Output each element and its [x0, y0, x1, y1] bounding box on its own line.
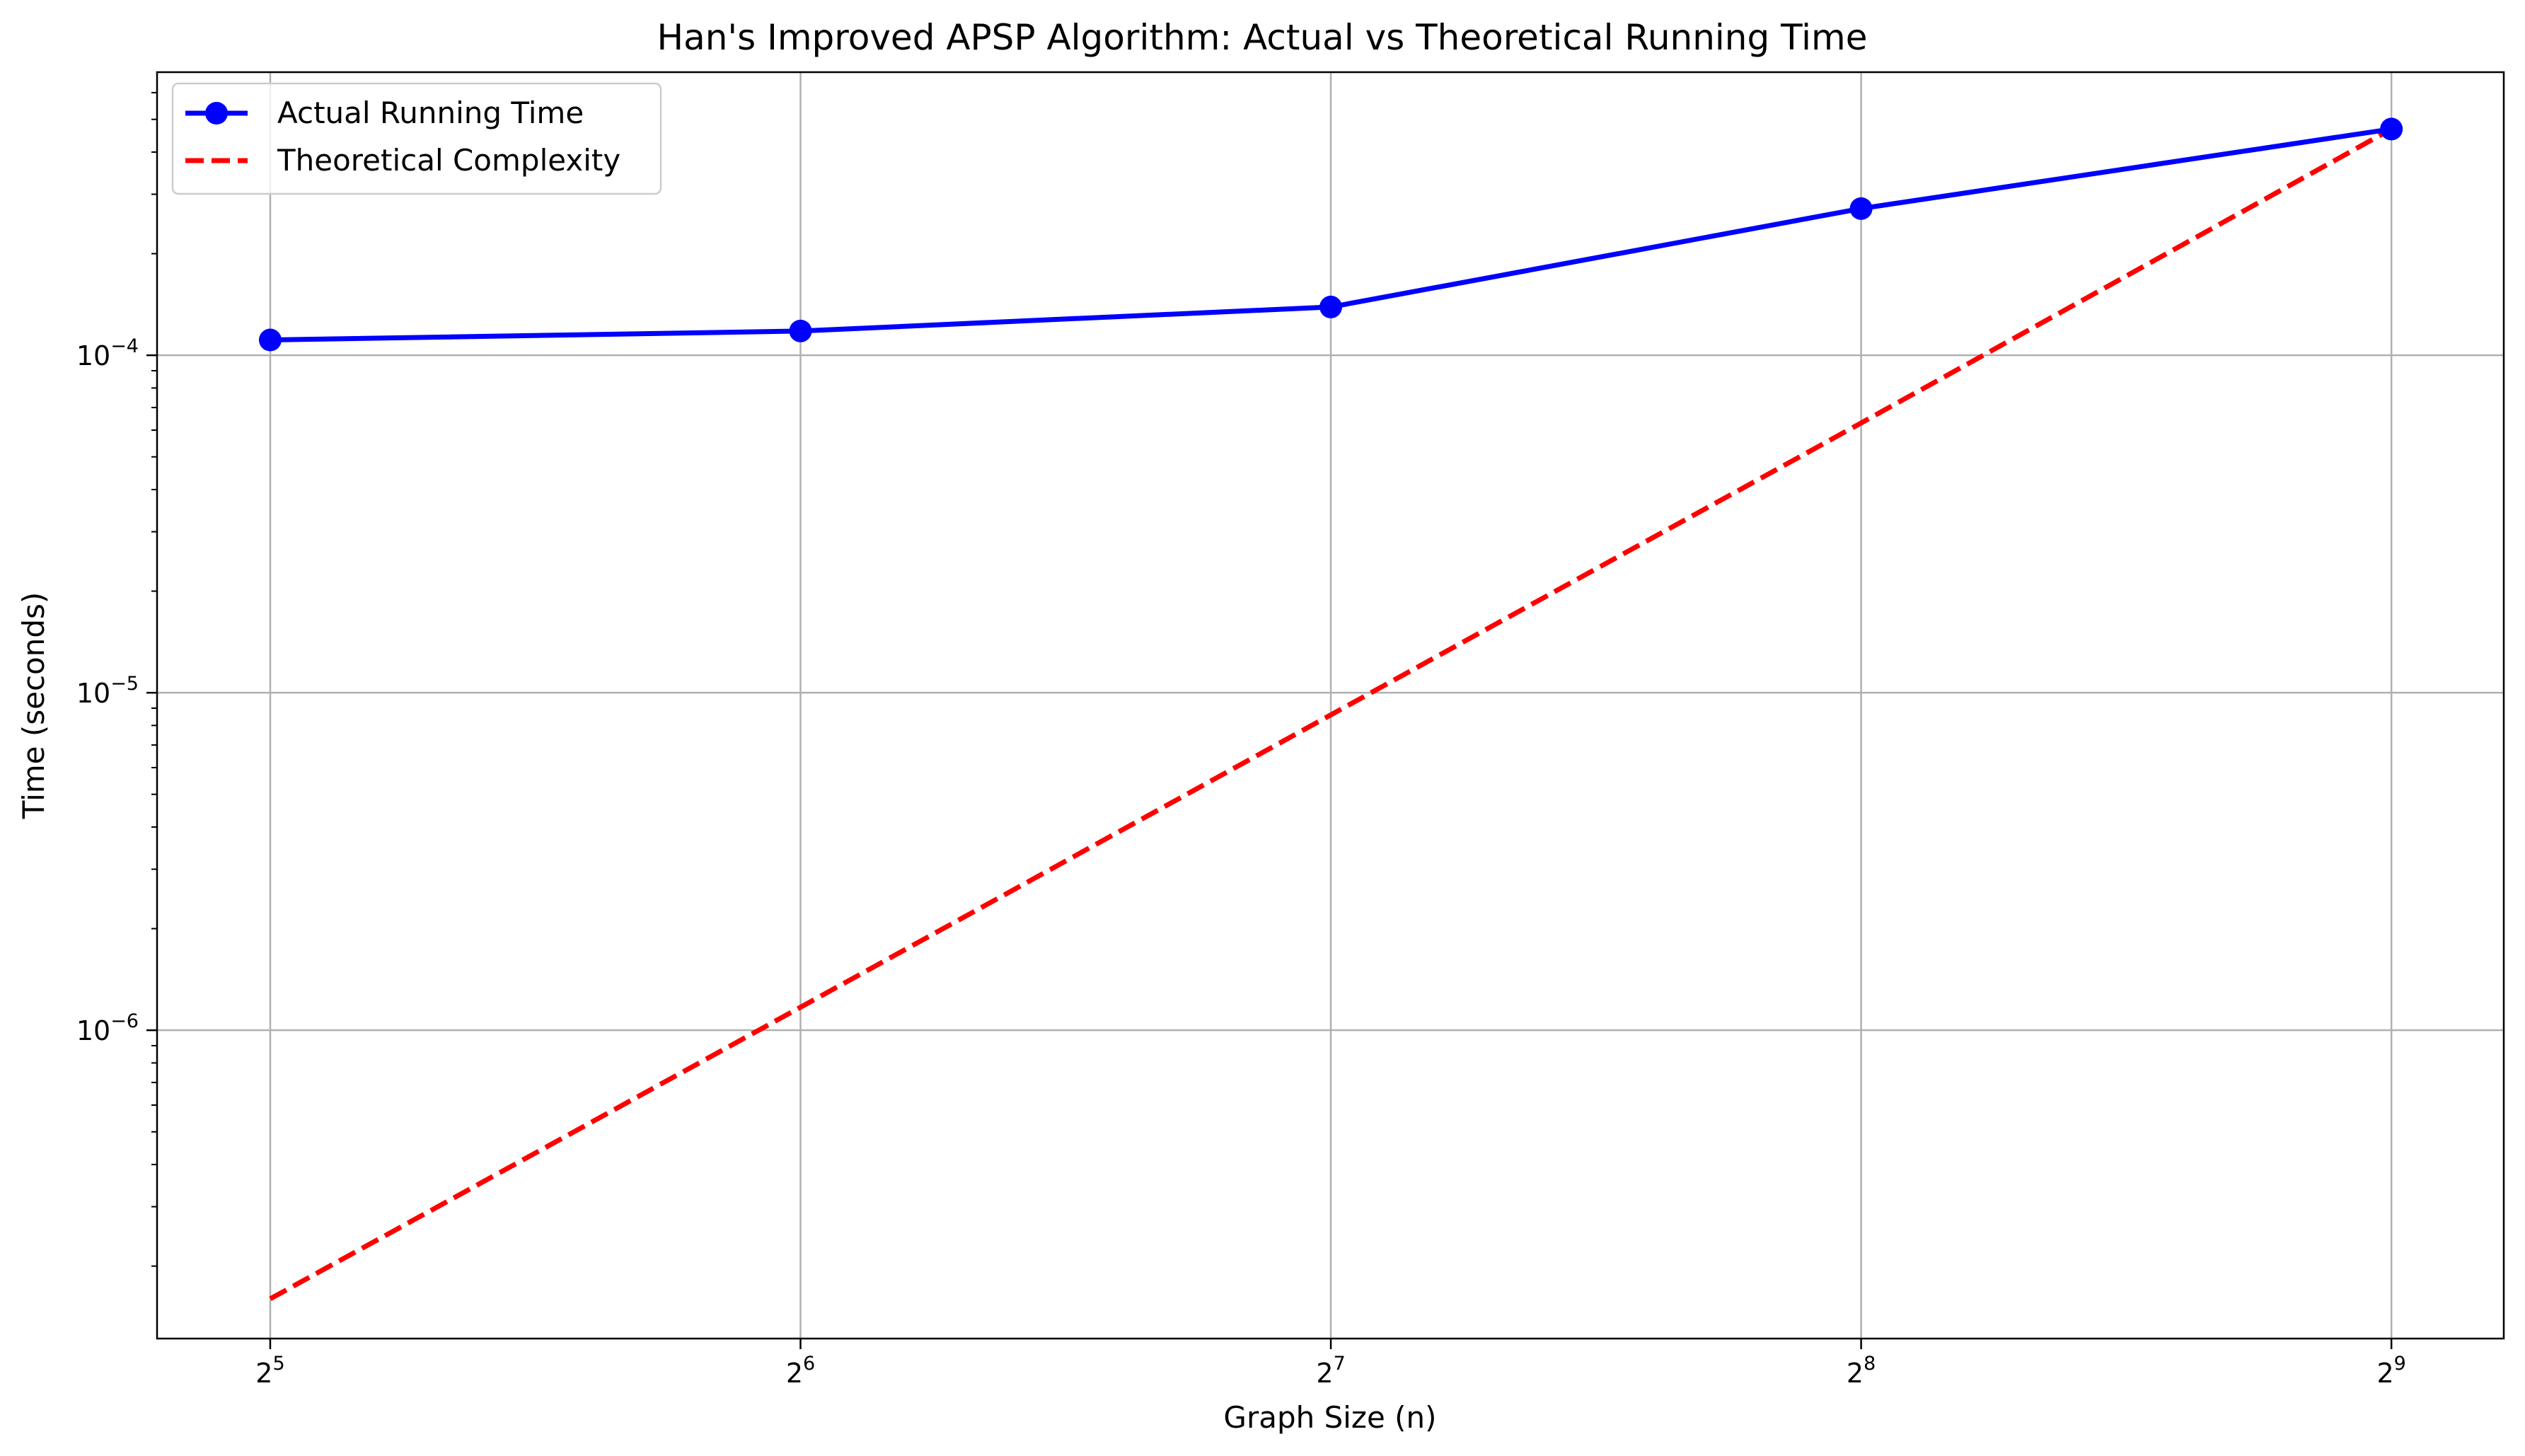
x-tick-label: 26 — [786, 1353, 815, 1389]
data-point-actual — [258, 328, 282, 352]
data-point-actual — [1319, 295, 1343, 318]
y-axis-ticks: 10−4 10−5 10−6 — [76, 91, 157, 1267]
chart-title: Han's Improved APSP Algorithm: Actual vs… — [657, 17, 1867, 58]
data-point-actual — [789, 319, 812, 342]
x-tick-label: 27 — [1316, 1353, 1345, 1389]
x-tick-label: 25 — [255, 1353, 284, 1389]
legend-marker-actual — [205, 102, 228, 125]
data-point-actual — [2380, 117, 2403, 141]
series-line-theoretical — [269, 127, 2393, 1301]
x-axis-ticks: 25 26 27 28 29 — [255, 1339, 2406, 1389]
legend-box — [171, 82, 662, 195]
legend: Actual Running Time Theoretical Complexi… — [171, 82, 662, 195]
y-tick-label: 10−6 — [76, 1010, 139, 1046]
data-point-actual — [1849, 197, 1873, 220]
x-tick-label: 28 — [1847, 1353, 1876, 1389]
x-tick-label: 29 — [2376, 1353, 2405, 1389]
x-axis-label: Graph Size (n) — [1223, 1400, 1436, 1435]
series-layer — [258, 117, 2403, 1301]
y-tick-label: 10−5 — [76, 673, 139, 709]
y-axis-label: Time (seconds) — [16, 592, 51, 820]
legend-label-theoretical: Theoretical Complexity — [277, 143, 620, 178]
legend-label-actual: Actual Running Time — [277, 96, 584, 130]
y-tick-label: 10−4 — [76, 335, 139, 371]
grid-lines — [157, 72, 2504, 1339]
